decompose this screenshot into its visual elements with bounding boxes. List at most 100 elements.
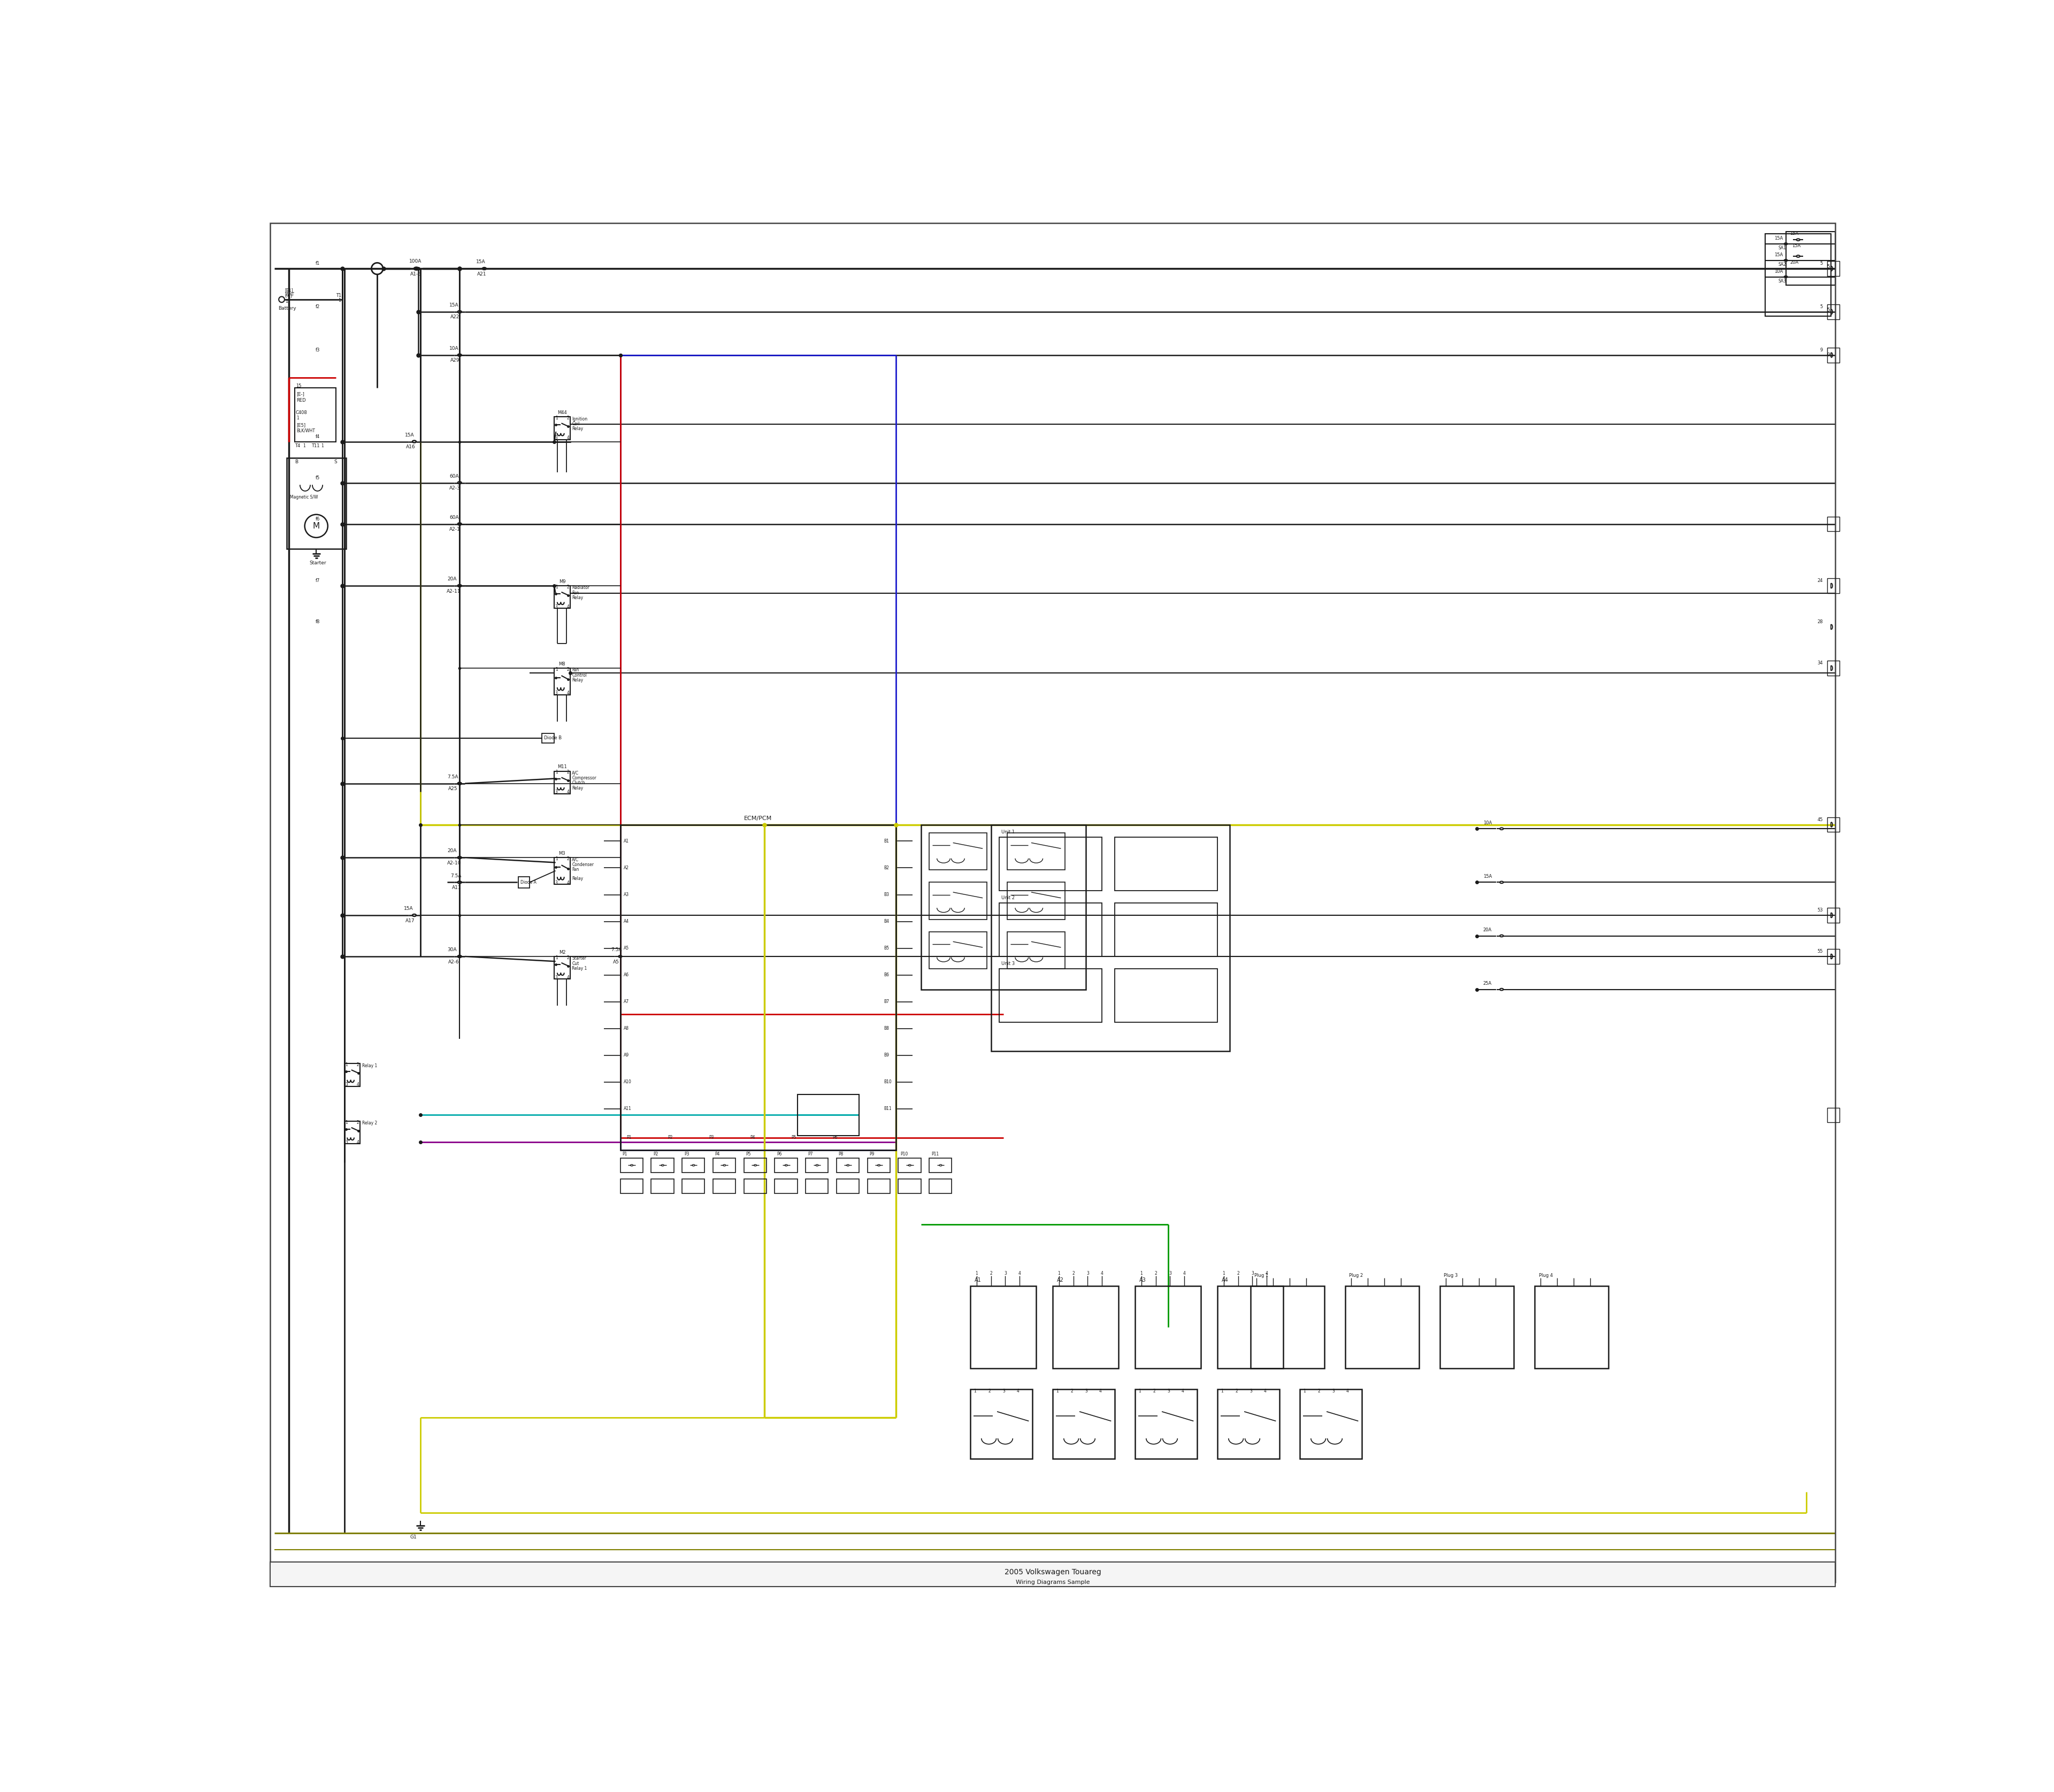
- Bar: [1006, 882, 1066, 919]
- Bar: [928, 882, 986, 919]
- Text: B7: B7: [883, 1000, 889, 1004]
- Text: 2: 2: [567, 584, 569, 590]
- Text: [E5]: [E5]: [296, 423, 306, 428]
- Text: P6: P6: [776, 1152, 783, 1156]
- Text: T1: T1: [337, 292, 341, 297]
- Bar: [928, 833, 986, 869]
- Bar: [288, 459, 347, 548]
- Text: f7: f7: [316, 579, 320, 582]
- Text: 4: 4: [567, 975, 569, 980]
- Text: Compressor: Compressor: [571, 776, 596, 781]
- Text: 1: 1: [1302, 1389, 1306, 1394]
- Text: 7.5A: 7.5A: [612, 948, 622, 952]
- Bar: [1826, 909, 1838, 923]
- Bar: [1218, 1389, 1280, 1459]
- Text: 3: 3: [1169, 1271, 1171, 1276]
- Text: 1: 1: [1140, 1271, 1142, 1276]
- Text: 4: 4: [1099, 1389, 1101, 1394]
- Text: Relay: Relay: [571, 785, 583, 790]
- Text: 2: 2: [1070, 1389, 1072, 1394]
- Text: Diode B: Diode B: [544, 737, 561, 740]
- Bar: [1826, 817, 1838, 831]
- Text: A2: A2: [624, 866, 629, 871]
- Bar: [1052, 1287, 1119, 1369]
- Text: A25: A25: [448, 787, 458, 792]
- Text: RED: RED: [296, 398, 306, 403]
- Text: B8: B8: [883, 1027, 889, 1030]
- Text: 10A: 10A: [1483, 821, 1491, 826]
- Text: A3: A3: [1140, 1278, 1146, 1283]
- Text: 4: 4: [1101, 1271, 1103, 1276]
- Bar: [651, 1179, 674, 1193]
- Text: 1: 1: [555, 584, 559, 590]
- Text: 2: 2: [567, 771, 569, 774]
- Text: A1-5: A1-5: [411, 272, 421, 276]
- Bar: [555, 771, 569, 794]
- Text: A22: A22: [450, 315, 460, 319]
- Bar: [1826, 661, 1838, 676]
- Bar: [805, 1179, 828, 1193]
- Text: B2: B2: [883, 866, 889, 871]
- Bar: [1251, 1287, 1325, 1369]
- Text: 10A: 10A: [450, 346, 458, 351]
- Text: 1: 1: [555, 771, 559, 774]
- Text: A4: A4: [1222, 1278, 1228, 1283]
- Bar: [555, 418, 569, 439]
- Bar: [836, 1158, 859, 1172]
- Text: P1: P1: [626, 1136, 631, 1140]
- Text: 3: 3: [555, 604, 559, 609]
- Text: Unit 1: Unit 1: [1000, 830, 1015, 835]
- Bar: [620, 1158, 643, 1172]
- Text: 20A: 20A: [448, 849, 456, 853]
- Bar: [898, 1179, 920, 1193]
- Bar: [1345, 1287, 1419, 1369]
- Text: P3: P3: [709, 1136, 715, 1140]
- Text: 3: 3: [1085, 1389, 1087, 1394]
- Text: 20A: 20A: [1789, 260, 1799, 265]
- Text: 15A: 15A: [1791, 244, 1801, 249]
- Bar: [713, 1158, 735, 1172]
- Text: f4: f4: [316, 434, 320, 439]
- Bar: [1826, 1107, 1838, 1122]
- Bar: [620, 1179, 643, 1193]
- Bar: [998, 837, 1103, 891]
- Bar: [836, 1179, 859, 1193]
- Text: Starter: Starter: [571, 957, 585, 961]
- Text: Cut: Cut: [571, 961, 579, 966]
- Text: 2: 2: [1152, 1389, 1154, 1394]
- Bar: [928, 1179, 951, 1193]
- Text: 53: 53: [1818, 909, 1822, 912]
- Text: Ignition: Ignition: [571, 416, 587, 421]
- Text: A11: A11: [452, 885, 462, 891]
- Text: A17: A17: [405, 918, 415, 923]
- Text: Relay: Relay: [571, 595, 583, 600]
- Text: 3: 3: [555, 692, 559, 695]
- Text: A2-10: A2-10: [448, 860, 462, 866]
- Text: A16: A16: [407, 444, 415, 450]
- Bar: [651, 1158, 674, 1172]
- Text: 1: 1: [1220, 1389, 1224, 1394]
- Text: 1: 1: [1058, 1271, 1060, 1276]
- Bar: [1826, 348, 1838, 362]
- Text: M2: M2: [559, 950, 565, 955]
- Bar: [1052, 1389, 1115, 1459]
- Text: 4: 4: [567, 790, 569, 794]
- Text: 1: 1: [339, 297, 341, 303]
- Text: BLK/WHT: BLK/WHT: [296, 428, 314, 434]
- Text: 9: 9: [1826, 353, 1830, 357]
- Text: 1: 1: [555, 857, 559, 862]
- Text: Plug 4: Plug 4: [1538, 1274, 1553, 1278]
- Text: A8: A8: [624, 1027, 629, 1030]
- Text: 3: 3: [1004, 1271, 1006, 1276]
- Text: Relay: Relay: [571, 426, 583, 432]
- Text: 20A: 20A: [448, 577, 456, 582]
- Text: Fan: Fan: [571, 590, 579, 595]
- Text: 1: 1: [345, 1063, 347, 1068]
- Text: 3: 3: [1167, 1389, 1171, 1394]
- Text: A11: A11: [624, 1106, 631, 1111]
- Bar: [1136, 1389, 1197, 1459]
- Text: 1: 1: [1056, 1389, 1058, 1394]
- Bar: [682, 1179, 705, 1193]
- Text: Relay: Relay: [571, 677, 583, 683]
- Text: 2: 2: [990, 1271, 992, 1276]
